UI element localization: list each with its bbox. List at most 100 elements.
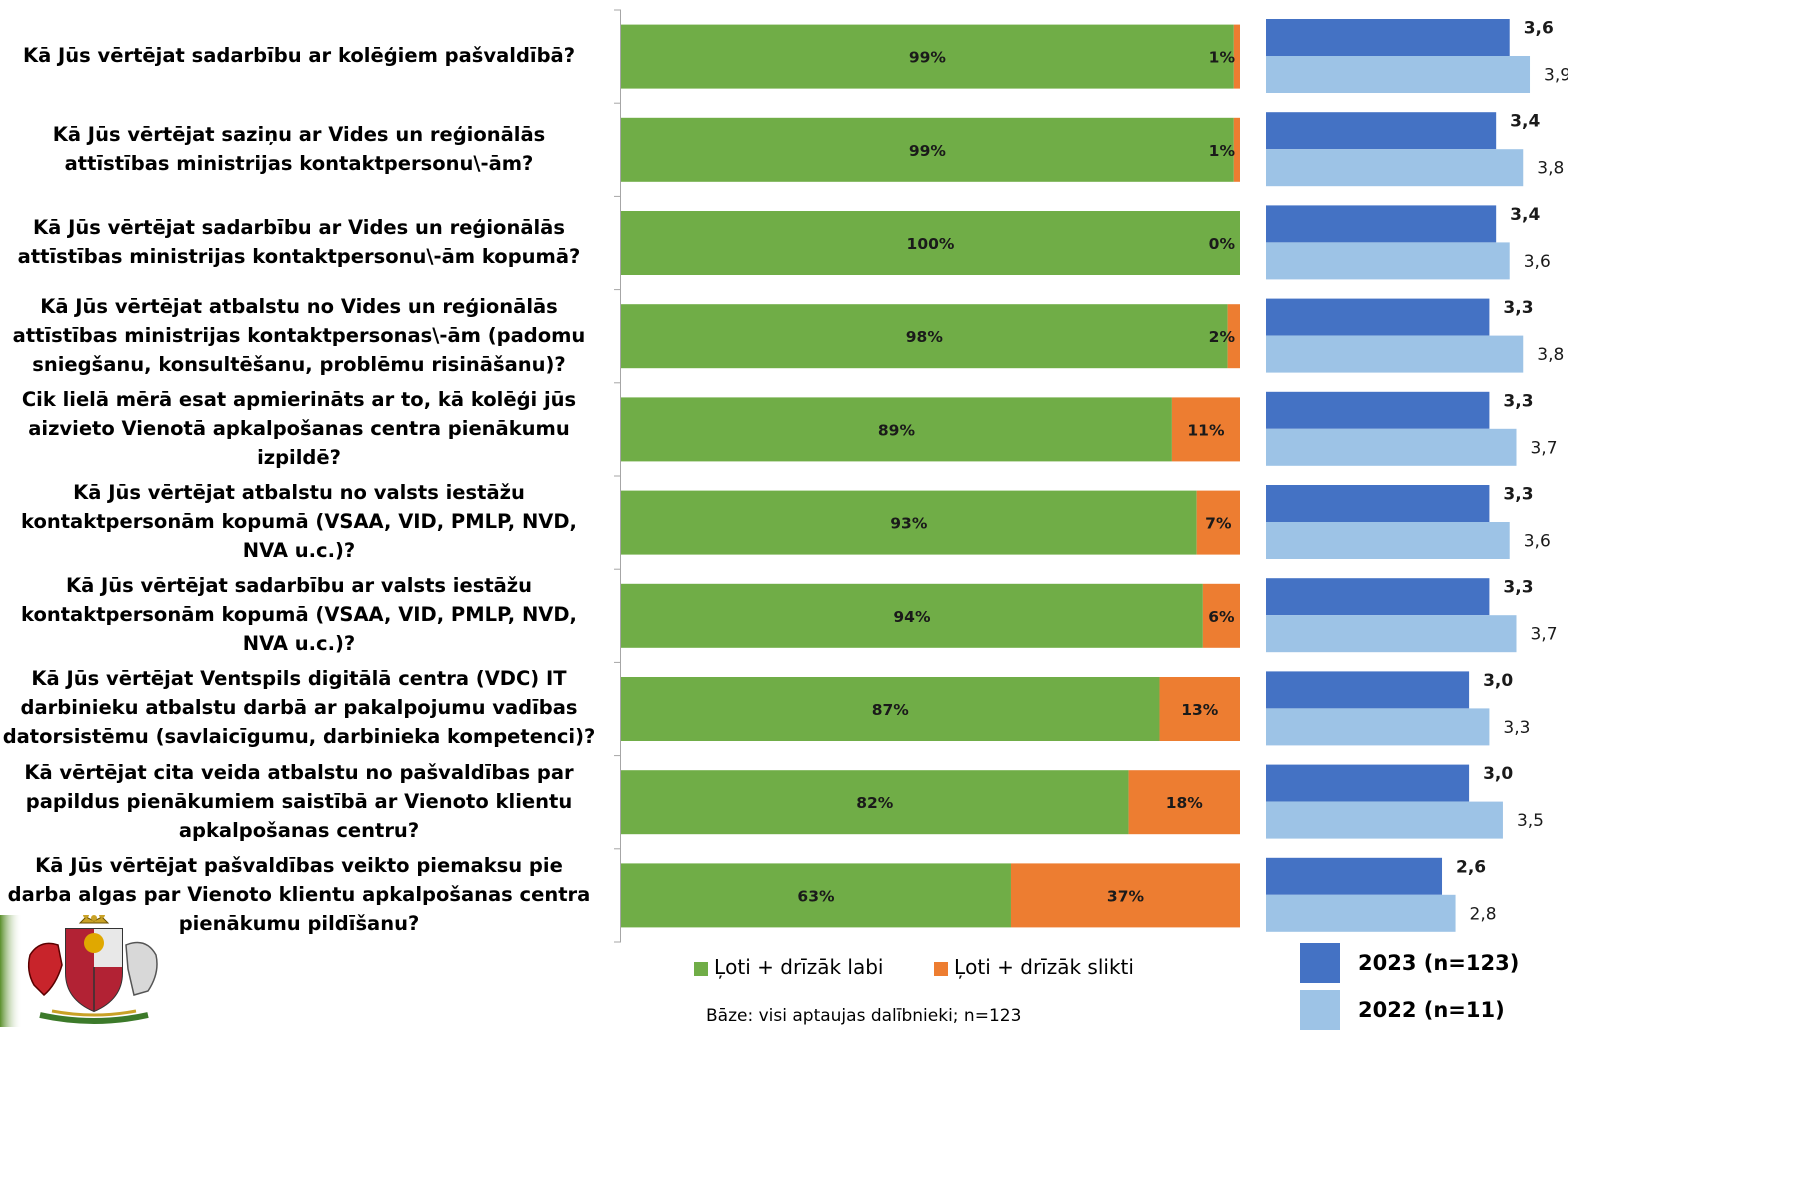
score-bar-2023	[1266, 19, 1510, 56]
score-bar-2023	[1266, 112, 1497, 150]
score-label-2023: 3,3	[1503, 391, 1533, 411]
score-label-2023: 3,4	[1510, 205, 1540, 225]
score-bar-2023	[1266, 485, 1490, 522]
score-bar-2023	[1266, 298, 1490, 336]
score-label-2023: 3,4	[1510, 112, 1540, 132]
score-bar-2023	[1266, 671, 1470, 709]
question-label: Kā Jūs vērtējat atbalstu no Vides un reģ…	[12, 294, 586, 376]
data-label-bad: 18%	[1166, 794, 1204, 812]
base-note: Bāze: visi aptaujas dalībnieki; n=123	[706, 1006, 1022, 1026]
data-label-good: 98%	[906, 328, 944, 346]
year-legend-label-2023: 2023 (n=123)	[1358, 951, 1520, 975]
data-label-good: 99%	[909, 49, 947, 67]
score-label-2022: 3,7	[1530, 438, 1557, 458]
question-label: Kā vērtējat cita veida atbalstu no pašva…	[24, 760, 574, 842]
data-label-bad: 11%	[1187, 421, 1225, 439]
bar-segment-bad	[1128, 770, 1240, 835]
bar-segment-good	[621, 397, 1172, 462]
survey-chart: 99% 1% 99% 1% 100% 0% 98% 2% 89% 11% 93% 7% 94% 6% 87%…	[614, 9, 1568, 943]
question-label: Cik lielā mērā esat apmierināts ar to, k…	[21, 387, 577, 469]
question-label: Kā Jūs vērtējat sadarbību ar Vides un re…	[17, 215, 581, 268]
bar-segment-good	[621, 24, 1234, 89]
score-bar-2023	[1266, 578, 1490, 616]
coat-of-arms-logo	[0, 915, 158, 1027]
score-label-2022: 2,8	[1470, 904, 1497, 924]
question-label: Kā Jūs vērtējat sadarbību ar valsts iest…	[21, 574, 577, 656]
data-label-good: 100%	[907, 235, 955, 253]
data-label-bad: 13%	[1181, 701, 1219, 719]
data-label-bad: 37%	[1107, 887, 1145, 905]
data-label-good: 82%	[856, 794, 894, 812]
bar-segment-good	[621, 304, 1228, 369]
score-label-2023: 3,6	[1524, 19, 1554, 39]
bar-segment-good	[621, 863, 1011, 928]
data-label-good: 87%	[872, 701, 910, 719]
bar-segment-bad	[1227, 304, 1240, 369]
score-bar-2023	[1266, 857, 1443, 895]
year-legend-label-2022: 2022 (n=11)	[1358, 998, 1505, 1022]
bar-segment-good	[621, 770, 1129, 835]
legend-label-good: Ļoti + drīzāk labi	[714, 955, 884, 979]
legend-swatch-bad	[934, 961, 948, 976]
question-label: Kā Jūs vērtējat saziņu ar Vides un reģio…	[52, 122, 546, 175]
score-bar-2022	[1266, 428, 1517, 466]
score-bar-2023	[1266, 764, 1470, 802]
score-bars: 3,6 3,9 3,4 3,8 3,4 3,6 3,3 3,8 3,3 3,7 3,3 3,6 3,3 3…	[1266, 19, 1568, 932]
bar-segment-bad	[1233, 117, 1240, 182]
score-bar-2022	[1266, 335, 1524, 373]
score-bar-2022	[1266, 242, 1510, 280]
data-label-bad: 0%	[1209, 235, 1236, 253]
score-label-2022: 3,9	[1544, 66, 1568, 86]
score-bar-2022	[1266, 801, 1503, 839]
bar-segment-bad	[1233, 24, 1240, 89]
score-label-2022: 3,8	[1537, 345, 1564, 365]
data-label-bad: 6%	[1208, 608, 1235, 626]
data-label-bad: 1%	[1209, 49, 1236, 67]
data-label-good: 63%	[797, 887, 835, 905]
data-label-good: 93%	[890, 515, 928, 533]
year-legend-swatch-2023	[1300, 943, 1340, 983]
question-label: Kā Jūs vērtējat Ventspils digitālā centr…	[2, 667, 596, 749]
score-bar-2022	[1266, 56, 1531, 93]
score-bar-2023	[1266, 391, 1490, 429]
question-label: Kā Jūs vērtējat pašvaldības veikto piema…	[7, 853, 591, 935]
bar-segment-good	[621, 583, 1203, 648]
score-bar-2022	[1266, 522, 1510, 559]
data-label-good: 94%	[893, 608, 931, 626]
score-label-2023: 3,0	[1483, 764, 1513, 784]
bar-segment-bad	[1171, 397, 1240, 462]
score-label-2023: 3,3	[1503, 298, 1533, 318]
score-label-2022: 3,8	[1537, 159, 1564, 179]
question-label: Kā Jūs vērtējat sadarbību ar kolēģiem pa…	[22, 44, 576, 68]
bar-segment-good	[621, 490, 1197, 555]
score-bar-2022	[1266, 615, 1517, 653]
bar-segment-bad	[1010, 863, 1240, 928]
bar-segment-good	[621, 211, 1240, 275]
bar-segment-good	[621, 117, 1234, 182]
legend-item-good: Ļoti + drīzāk labi	[694, 955, 883, 979]
score-label-2022: 3,7	[1530, 625, 1557, 645]
legend-label-bad: Ļoti + drīzāk slikti	[954, 955, 1134, 979]
score-label-2022: 3,6	[1524, 252, 1551, 272]
score-label-2023: 3,0	[1483, 671, 1513, 691]
score-label-2023: 3,3	[1503, 485, 1533, 505]
bar-segment-bad	[1202, 583, 1240, 648]
chart-axis	[614, 9, 621, 943]
bar-segment-bad	[1196, 490, 1240, 555]
data-label-good: 99%	[909, 142, 947, 160]
data-label-bad: 2%	[1209, 328, 1236, 346]
bar-segment-good	[621, 677, 1160, 741]
data-label-good: 89%	[878, 421, 916, 439]
score-label-2022: 3,3	[1503, 718, 1530, 738]
legend-item-bad: Ļoti + drīzāk slikti	[934, 955, 1134, 979]
score-label-2023: 3,3	[1503, 578, 1533, 598]
legend-swatch-good	[694, 961, 708, 976]
score-bar-2022	[1266, 708, 1490, 746]
score-label-2022: 3,5	[1517, 811, 1544, 831]
data-label-bad: 7%	[1205, 515, 1232, 533]
data-label-bad: 1%	[1209, 142, 1236, 160]
bar-segment-bad	[1159, 677, 1240, 741]
question-label: Kā Jūs vērtējat atbalstu no valsts iestā…	[21, 481, 577, 563]
score-label-2023: 2,6	[1456, 857, 1486, 877]
score-label-2022: 3,6	[1524, 532, 1551, 552]
